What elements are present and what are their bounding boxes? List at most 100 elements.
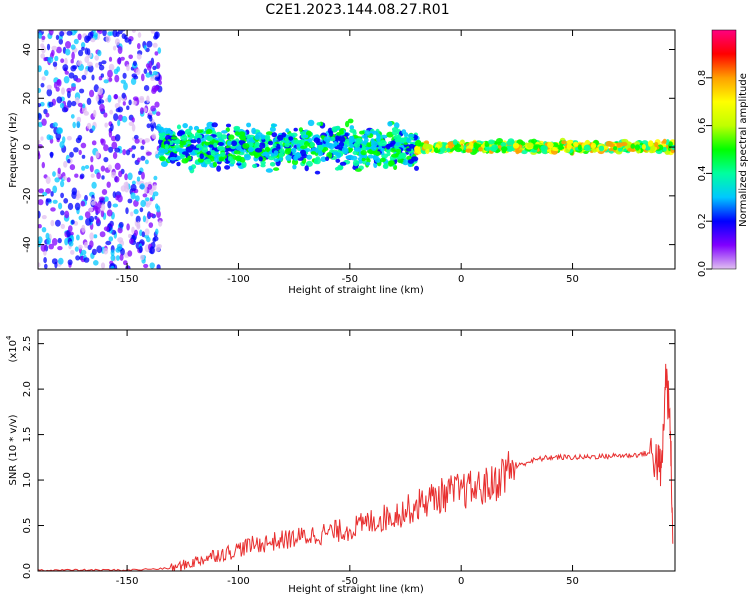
heatmap-cell: [206, 154, 213, 159]
heatmap-cell: [650, 145, 656, 152]
heatmap-cell: [55, 132, 62, 141]
heatmap-cell: [213, 142, 218, 148]
heatmap-cell: [187, 155, 192, 161]
heatmap-cell: [258, 156, 263, 162]
heatmap-cell: [50, 191, 54, 197]
heatmap-cell: [83, 111, 90, 116]
heatmap-cell: [73, 147, 79, 153]
heatmap-cell: [285, 154, 292, 161]
heatmap-cell: [61, 87, 65, 95]
heatmap-cell: [108, 63, 115, 71]
heatmap-cell: [136, 221, 141, 229]
heatmap-xtick-label: 50: [566, 274, 579, 285]
heatmap-cell: [41, 35, 46, 40]
heatmap-cell: [123, 181, 129, 189]
heatmap-cell: [121, 92, 127, 99]
heatmap-cell: [75, 195, 80, 201]
heatmap-cell: [95, 150, 100, 159]
heatmap-cell: [328, 130, 334, 137]
heatmap-cell: [269, 162, 276, 167]
heatmap-cell: [244, 154, 251, 161]
heatmap-cell: [108, 77, 113, 82]
heatmap-cell: [136, 53, 142, 60]
heatmap-cell: [71, 100, 77, 107]
heatmap-cell: [110, 135, 117, 142]
heatmap-cell: [199, 153, 204, 160]
heatmap-cell: [225, 123, 232, 128]
heatmap-cell: [45, 112, 50, 118]
heatmap-cell: [277, 134, 284, 141]
heatmap-cell: [147, 183, 153, 190]
heatmap-cell: [74, 246, 79, 252]
heatmap-cell: [114, 176, 120, 183]
heatmap-cell: [46, 43, 51, 51]
heatmap-cell: [83, 241, 89, 248]
heatmap-cell: [38, 236, 43, 244]
heatmap-cell: [557, 144, 564, 151]
heatmap-cell: [592, 148, 597, 153]
heatmap-cell: [284, 137, 290, 143]
heatmap-cell: [390, 140, 396, 145]
heatmap-cell: [254, 147, 263, 153]
heatmap-cell: [133, 75, 139, 80]
page-title: C2E1.2023.144.08.27.R01: [265, 2, 450, 18]
heatmap-cell: [273, 158, 280, 163]
heatmap-cell: [152, 237, 156, 243]
heatmap-cell: [196, 137, 201, 144]
heatmap-cell: [80, 200, 86, 207]
heatmap-cell: [112, 45, 117, 51]
heatmap-cell: [385, 143, 393, 148]
heatmap-cell: [48, 243, 54, 250]
heatmap-cell: [112, 203, 119, 208]
heatmap-cell: [38, 113, 42, 121]
heatmap-cell: [348, 136, 354, 143]
heatmap-frame: [37, 29, 676, 270]
heatmap-cell: [140, 145, 145, 150]
heatmap-cell: [313, 137, 320, 144]
heatmap-cell: [38, 199, 44, 206]
heatmap-cell: [108, 56, 113, 62]
heatmap-cell: [126, 223, 130, 231]
heatmap-cell: [78, 49, 84, 57]
heatmap-cell: [101, 175, 105, 180]
heatmap-cell: [190, 139, 197, 144]
heatmap-cell: [59, 141, 65, 149]
heatmap-cell: [131, 153, 136, 159]
heatmap-cell: [154, 101, 160, 108]
heatmap-cell: [521, 150, 528, 155]
heatmap-ylabel: Frequency (Hz): [8, 112, 19, 188]
heatmap-cell: [117, 96, 121, 104]
heatmap-cell: [388, 160, 395, 166]
heatmap-cell: [93, 234, 98, 239]
heatmap-cell: [50, 207, 56, 212]
heatmap-cell: [67, 159, 71, 164]
heatmap-cell: [40, 244, 47, 252]
snr-xtick-label: 50: [566, 576, 579, 587]
heatmap-cell: [103, 112, 108, 118]
heatmap-cell: [144, 159, 149, 165]
heatmap-cell: [185, 146, 193, 153]
heatmap-cell: [114, 74, 120, 83]
heatmap-cell: [169, 156, 177, 161]
heatmap-cell: [123, 82, 128, 91]
heatmap-cell: [127, 198, 133, 204]
heatmap-cell: [284, 142, 291, 148]
heatmap-cell: [316, 122, 322, 126]
colorbar: [711, 29, 737, 270]
snr-xtick-label: -100: [227, 576, 250, 587]
heatmap-cell: [71, 83, 76, 87]
heatmap-cell: [84, 211, 91, 219]
heatmap-cell: [73, 38, 79, 45]
heatmap-cell: [101, 60, 107, 65]
heatmap-cell: [110, 171, 117, 179]
heatmap-cell: [115, 134, 121, 142]
heatmap-cell: [146, 95, 150, 104]
snr-xlabel: Height of straight line (km): [288, 584, 424, 595]
heatmap-cell: [128, 38, 132, 45]
heatmap-cell: [64, 70, 70, 75]
heatmap-cell: [59, 102, 65, 109]
heatmap-cell: [50, 219, 55, 227]
heatmap-cell: [160, 161, 168, 167]
heatmap-cell: [158, 220, 163, 227]
heatmap-cell: [38, 65, 42, 73]
